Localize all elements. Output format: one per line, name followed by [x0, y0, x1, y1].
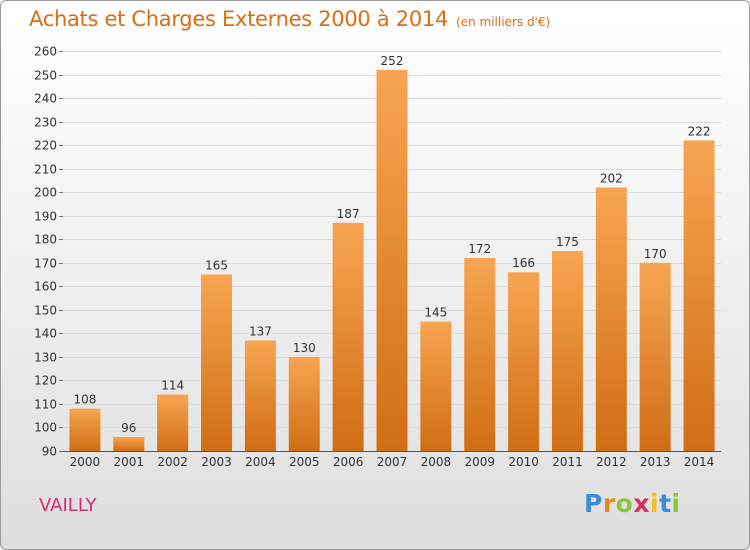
bar — [551, 251, 583, 451]
y-tick-label: 180 — [34, 233, 57, 247]
data-label: 187 — [337, 207, 360, 221]
data-label: 172 — [468, 242, 491, 256]
title-row: Achats et Charges Externes 2000 à 2014 (e… — [29, 7, 550, 31]
bar — [244, 340, 276, 451]
bar — [332, 222, 364, 451]
data-label: 137 — [249, 324, 272, 338]
data-label: 145 — [424, 306, 447, 320]
bar — [508, 272, 540, 451]
x-tick-label: 2009 — [464, 455, 495, 469]
x-tick-label: 2007 — [377, 455, 408, 469]
x-tick-label: 2001 — [114, 455, 145, 469]
y-tick-label: 220 — [34, 139, 57, 153]
data-label: 170 — [644, 247, 667, 261]
y-tick-label: 110 — [34, 398, 57, 412]
y-tick-label: 100 — [34, 421, 57, 435]
bar — [639, 262, 671, 451]
bar — [69, 408, 101, 451]
x-tick-label: 2012 — [596, 455, 627, 469]
data-labels: 108 96 114 165 137 130 187 252 145 172 166 175 202 17… — [73, 54, 710, 435]
y-tick-label: 240 — [34, 92, 57, 106]
y-tick-label: 210 — [34, 163, 57, 177]
y-tick-label: 130 — [34, 351, 57, 365]
x-tick-label: 2013 — [640, 455, 671, 469]
logo-letter: t — [659, 489, 672, 518]
x-tick-label: 2000 — [70, 455, 101, 469]
x-tick-label: 2008 — [421, 455, 452, 469]
chart-title: Achats et Charges Externes 2000 à 2014 — [29, 7, 449, 31]
chart-unit: (en milliers d'€) — [456, 15, 551, 29]
x-tick-label: 2011 — [552, 455, 583, 469]
x-axis-ticks: 2000 2001 2002 2003 2004 2005 2006 2007 2008 2009… — [70, 455, 715, 469]
logo-letter: r — [602, 489, 616, 518]
data-label: 166 — [512, 256, 535, 270]
y-tick-label: 120 — [34, 374, 57, 388]
y-tick-label: 90 — [42, 445, 57, 459]
bar — [376, 69, 408, 451]
logo-letter: i — [671, 489, 681, 518]
bar — [201, 274, 233, 451]
data-label: 175 — [556, 235, 579, 249]
x-tick-label: 2005 — [289, 455, 320, 469]
x-tick-label: 2004 — [245, 455, 276, 469]
bar — [683, 140, 715, 452]
y-tick-label: 150 — [34, 304, 57, 318]
bar — [420, 321, 452, 451]
y-tick-label: 230 — [34, 116, 57, 130]
y-tick-label: 250 — [34, 69, 57, 83]
bars — [69, 69, 715, 452]
data-label: 222 — [688, 124, 711, 138]
x-tick-label: 2010 — [508, 455, 539, 469]
data-label: 165 — [205, 259, 228, 273]
bar — [464, 258, 496, 451]
bar — [113, 436, 145, 451]
y-axis-ticks: 90 100 110 120 130 140 150 160 170 180 190 200 210 22… — [34, 45, 63, 459]
x-tick-label: 2003 — [201, 455, 232, 469]
y-tick-label: 190 — [34, 210, 57, 224]
data-label: 96 — [121, 421, 136, 435]
data-label: 252 — [381, 54, 404, 68]
commune-name: VAILLY — [39, 495, 97, 516]
x-tick-label: 2006 — [333, 455, 364, 469]
y-tick-label: 170 — [34, 257, 57, 271]
y-tick-label: 260 — [34, 45, 57, 59]
logo-letter: x — [633, 489, 650, 518]
bar — [288, 356, 320, 451]
logo-letter: P — [584, 489, 603, 518]
y-tick-label: 200 — [34, 186, 57, 200]
x-tick-label: 2002 — [157, 455, 188, 469]
bar — [595, 187, 627, 451]
y-tick-label: 140 — [34, 327, 57, 341]
data-label: 108 — [73, 393, 96, 407]
proxiti-logo: Proxiti — [584, 489, 681, 518]
data-label: 114 — [161, 379, 184, 393]
y-tick-label: 160 — [34, 280, 57, 294]
bar — [157, 394, 189, 451]
data-label: 130 — [293, 341, 316, 355]
logo-letter: i — [650, 489, 660, 518]
logo-letter: o — [615, 489, 634, 518]
data-label: 202 — [600, 171, 623, 185]
x-tick-label: 2014 — [684, 455, 715, 469]
